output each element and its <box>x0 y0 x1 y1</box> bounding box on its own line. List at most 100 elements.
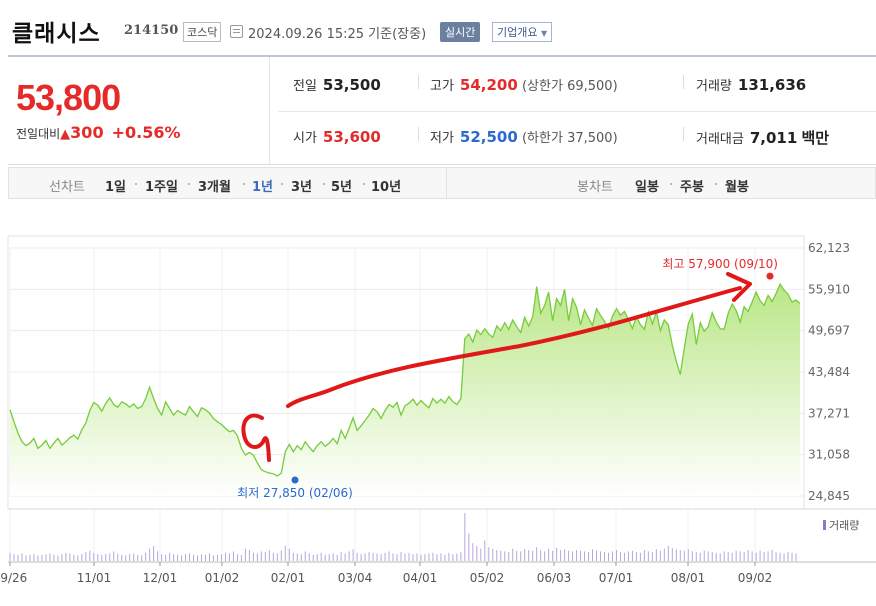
volume-bar <box>508 552 510 561</box>
volume-bar <box>779 552 781 561</box>
period-1w[interactable]: 1주일 <box>145 180 178 195</box>
volume-bar <box>193 554 195 561</box>
candle-daily[interactable]: 일봉 <box>635 180 659 195</box>
period-1y[interactable]: 1년 <box>252 180 274 195</box>
lower-limit-value: 37,500 <box>567 131 613 146</box>
volume-bar <box>97 554 99 561</box>
volume-bar <box>611 551 613 561</box>
volume-bar <box>205 554 207 561</box>
volume-bar <box>328 554 330 561</box>
volume-bar <box>731 552 733 561</box>
volume-bar <box>444 554 446 561</box>
volume-bar <box>356 552 358 561</box>
volume-bar <box>272 552 274 561</box>
volume-bar <box>260 551 262 561</box>
upper-limit-label: 상한가 <box>527 79 563 94</box>
y-tick-label: 62,123 <box>808 241 850 255</box>
volume-bar <box>588 552 590 561</box>
volume-bar <box>755 552 757 561</box>
volume-bar <box>101 554 103 561</box>
volume-bar <box>177 554 179 561</box>
volume-bar <box>208 553 210 561</box>
period-1d[interactable]: 1일 <box>105 180 127 195</box>
volume-bar <box>169 552 171 561</box>
volume-bar <box>197 555 199 561</box>
x-tick-label: 12/01 <box>143 571 178 585</box>
dot-separator <box>243 183 245 185</box>
volume-bar <box>212 555 214 561</box>
hand-drawn-annotation-circle <box>241 413 271 462</box>
amount-unit: 백만 <box>801 129 830 147</box>
bar-divider <box>446 168 447 198</box>
volume-bar <box>304 551 306 561</box>
volume-bar <box>316 554 318 561</box>
volume-bar <box>556 547 558 561</box>
volume-bar <box>783 553 785 561</box>
volume-bar <box>679 550 681 561</box>
prev-close-label: 전일 <box>293 79 317 94</box>
price-line <box>9 282 801 477</box>
volume-bar <box>540 550 542 561</box>
volume-bar <box>181 555 183 561</box>
open-value: 53,600 <box>322 128 381 146</box>
volume-bar <box>149 548 151 561</box>
y-tick-label: 49,697 <box>808 324 850 338</box>
volume-bar <box>544 551 546 561</box>
period-10y[interactable]: 10년 <box>371 180 402 195</box>
volume-bar <box>488 547 490 561</box>
volume-bar <box>727 552 729 561</box>
market-badge: 코스닥 <box>183 22 222 42</box>
volume-bar <box>157 551 159 561</box>
volume-bar <box>248 550 250 561</box>
volume-bar <box>117 554 119 561</box>
hand-drawn-arrowhead <box>726 272 752 302</box>
volume-bar <box>220 554 222 561</box>
period-5y[interactable]: 5년 <box>331 180 353 195</box>
volume-bar <box>416 553 418 561</box>
open-price: 시가 53,600 <box>293 127 381 146</box>
volume-bar <box>312 554 314 561</box>
volume-bar <box>655 549 657 561</box>
volume-bar <box>691 551 693 561</box>
volume-bar <box>29 554 31 561</box>
volume-bar <box>631 550 633 561</box>
divider <box>683 127 684 141</box>
volume-bar <box>739 551 741 561</box>
period-3y[interactable]: 3년 <box>291 180 313 195</box>
volume-bar <box>388 551 390 561</box>
max-annotation: 최고 57,900 (09/10) <box>662 257 778 271</box>
volume-bar <box>284 545 286 561</box>
candle-monthly[interactable]: 월봉 <box>725 180 749 195</box>
volume-bar <box>161 554 163 561</box>
company-overview-label: 기업개요 <box>497 26 538 39</box>
candle-weekly[interactable]: 주봉 <box>680 180 704 195</box>
y-tick-label: 55,910 <box>808 282 850 296</box>
volume-bar <box>663 548 665 561</box>
volume-bar <box>472 543 474 561</box>
change-label: 전일대비 <box>16 127 61 141</box>
dot-separator <box>323 183 325 185</box>
y-axis-labels: 62,123 55,910 49,697 43,484 37,271 31,058 24,8… <box>808 241 850 503</box>
volume-bar <box>344 553 346 561</box>
volume-bar <box>600 551 602 561</box>
volume-bar <box>113 551 115 561</box>
volume-bar <box>276 553 278 561</box>
volume-bar <box>436 554 438 561</box>
volume-bar <box>21 553 23 561</box>
volume-bar <box>121 554 123 561</box>
volume-bar <box>372 552 374 561</box>
volume-bar <box>165 554 167 561</box>
period-3m[interactable]: 3개월 <box>198 180 231 195</box>
volume-bar <box>651 552 653 561</box>
volume-bar <box>73 554 75 561</box>
volume-bar <box>408 552 410 561</box>
volume-bar <box>61 554 63 561</box>
volume-bar <box>568 550 570 561</box>
volume-bar <box>675 549 677 561</box>
volume-bar <box>500 550 502 561</box>
company-overview-dropdown[interactable]: 기업개요 ▼ <box>492 22 553 42</box>
realtime-button[interactable]: 실시간 <box>440 22 481 42</box>
volume-bar <box>360 554 362 561</box>
dot-separator <box>715 183 717 185</box>
price-chart[interactable]: 62,123 55,910 49,697 43,484 37,271 31,058 24,8… <box>0 228 876 606</box>
